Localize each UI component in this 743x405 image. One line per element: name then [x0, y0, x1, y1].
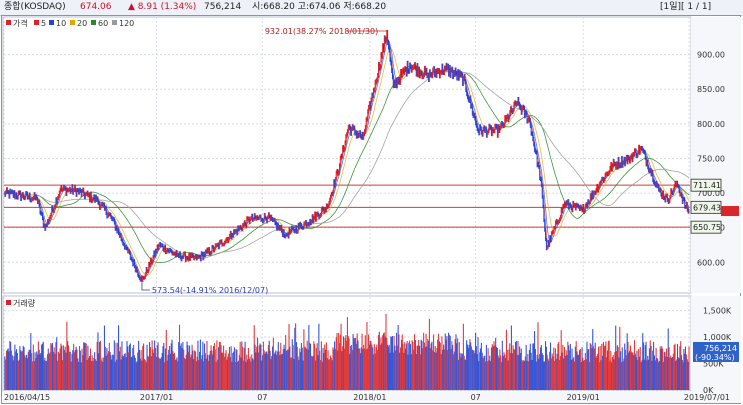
volume-last-tag	[693, 341, 739, 362]
current-price-marker	[721, 206, 739, 217]
price-tick-label: 800.00	[697, 120, 725, 129]
ma-line	[3, 68, 690, 259]
ma-line	[3, 65, 690, 263]
legend-ma-swatch	[70, 20, 75, 25]
price-tag-box	[690, 178, 722, 192]
price-tick-label: 700.00	[697, 189, 725, 198]
date-tick-label: 2019/01	[567, 393, 600, 402]
volume-tick-label: 1,500K	[703, 307, 732, 316]
high-annotation: 932.01(38.27% 2018/01/30)	[265, 27, 378, 36]
low-marker-line	[141, 282, 150, 291]
ohlc-values: 시:668.20 고:674.06 저:668.20	[252, 2, 387, 12]
legend-ma-label: 60	[98, 19, 108, 28]
price-tick-label: 750.00	[697, 154, 725, 163]
legend-ma-label: 20	[77, 19, 87, 28]
legend-ma-swatch	[34, 20, 39, 25]
volume-tick-label: 0K	[703, 386, 714, 395]
price-tag-label: 711.41	[693, 181, 721, 190]
date-tick-label: 2016/04/15	[4, 393, 50, 402]
volume-tick-label: 1,000K	[703, 333, 732, 342]
volume-panel-label: 거래량	[13, 298, 36, 308]
legend-ma-label: 120	[119, 19, 134, 28]
volume-value: 756,214	[204, 2, 242, 12]
date-tick-label: 07	[257, 393, 267, 402]
price-tag-box	[690, 220, 722, 234]
index-name: 종합(KOSDAQ)	[4, 2, 66, 12]
legend-price-label: 가격	[13, 18, 28, 28]
date-tick-label: 2019/07/01	[684, 393, 730, 402]
price-tag-label: 650.75	[693, 223, 721, 232]
legend-volume-swatch	[6, 300, 11, 305]
price-change: ▲ 8.91 (1.34%)	[128, 2, 197, 12]
legend-ma-label: 5	[41, 19, 46, 28]
price-tick-label: 900.00	[697, 51, 725, 60]
volume-tick-label: 500K	[703, 360, 724, 369]
date-tick-label: 2018/01	[353, 393, 386, 402]
ma-legend: 가격 5 10 20 60 120	[6, 18, 134, 28]
date-axis-area	[3, 391, 741, 403]
price-tick-label: 850.00	[697, 85, 725, 94]
price-tick-label: 600.00	[697, 258, 725, 267]
legend-ma-label: 10	[56, 19, 66, 28]
date-tick-label: 07	[471, 393, 481, 402]
low-annotation: 573.54(-14.91% 2016/12/07)	[152, 286, 268, 295]
legend-ma-swatch	[91, 20, 96, 25]
price-axis-area	[691, 17, 741, 293]
current-price: 674.06	[80, 2, 112, 12]
volume-last-change: (-90.34%)	[695, 353, 735, 362]
legend-ma-swatch	[112, 20, 117, 25]
period-selector[interactable]: [1일][ 1 / 1]	[660, 2, 712, 12]
legend-price-swatch	[6, 20, 11, 25]
legend-ma-swatch	[49, 20, 54, 25]
date-tick-label: 2017/01	[140, 393, 173, 402]
volume-last-value: 756,214	[704, 344, 737, 353]
price-tag-label: 679.43	[693, 203, 721, 212]
